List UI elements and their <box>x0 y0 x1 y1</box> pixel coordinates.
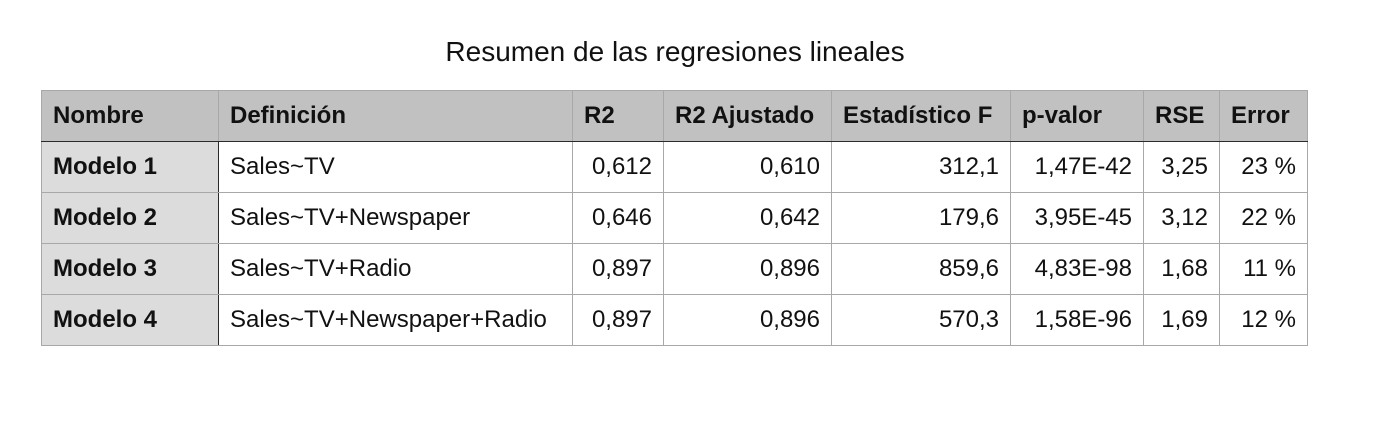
cell-definicion: Sales~TV+Newspaper <box>218 192 573 244</box>
cell-estadistico-f: 859,6 <box>831 243 1011 295</box>
header-row: Nombre Definición R2 R2 Ajustado Estadís… <box>41 90 1308 142</box>
column-header-rse: RSE <box>1143 90 1220 142</box>
cell-rse: 1,69 <box>1143 294 1220 346</box>
column-header-error: Error <box>1219 90 1308 142</box>
column-header-r2-ajustado: R2 Ajustado <box>663 90 832 142</box>
cell-error: 22 % <box>1219 192 1308 244</box>
cell-p-valor: 4,83E-98 <box>1010 243 1144 295</box>
regression-summary-table: Nombre Definición R2 R2 Ajustado Estadís… <box>41 90 1308 346</box>
column-header-estadistico-f: Estadístico F <box>831 90 1011 142</box>
cell-nombre: Modelo 3 <box>41 243 219 295</box>
cell-r2-ajustado: 0,896 <box>663 294 832 346</box>
cell-error: 11 % <box>1219 243 1308 295</box>
cell-definicion: Sales~TV+Newspaper+Radio <box>218 294 573 346</box>
cell-r2-ajustado: 0,610 <box>663 141 832 193</box>
cell-rse: 3,12 <box>1143 192 1220 244</box>
table-row: Modelo 2 Sales~TV+Newspaper 0,646 0,642 … <box>41 192 1308 244</box>
cell-r2: 0,897 <box>572 294 664 346</box>
cell-nombre: Modelo 1 <box>41 141 219 193</box>
column-header-p-valor: p-valor <box>1010 90 1144 142</box>
cell-error: 23 % <box>1219 141 1308 193</box>
cell-rse: 3,25 <box>1143 141 1220 193</box>
table-row: Modelo 4 Sales~TV+Newspaper+Radio 0,897 … <box>41 294 1308 346</box>
cell-estadistico-f: 312,1 <box>831 141 1011 193</box>
cell-error: 12 % <box>1219 294 1308 346</box>
cell-estadistico-f: 179,6 <box>831 192 1011 244</box>
cell-r2-ajustado: 0,896 <box>663 243 832 295</box>
cell-r2-ajustado: 0,642 <box>663 192 832 244</box>
page-title: Resumen de las regresiones lineales <box>445 36 905 67</box>
cell-r2: 0,897 <box>572 243 664 295</box>
column-header-nombre: Nombre <box>41 90 219 142</box>
cell-rse: 1,68 <box>1143 243 1220 295</box>
cell-p-valor: 1,47E-42 <box>1010 141 1144 193</box>
cell-r2: 0,612 <box>572 141 664 193</box>
cell-estadistico-f: 570,3 <box>831 294 1011 346</box>
column-header-r2: R2 <box>572 90 664 142</box>
cell-r2: 0,646 <box>572 192 664 244</box>
column-header-definicion: Definición <box>218 90 573 142</box>
cell-definicion: Sales~TV+Radio <box>218 243 573 295</box>
cell-p-valor: 1,58E-96 <box>1010 294 1144 346</box>
table-row: Modelo 3 Sales~TV+Radio 0,897 0,896 859,… <box>41 243 1308 295</box>
cell-definicion: Sales~TV <box>218 141 573 193</box>
table-row: Modelo 1 Sales~TV 0,612 0,610 312,1 1,47… <box>41 141 1308 193</box>
cell-p-valor: 3,95E-45 <box>1010 192 1144 244</box>
cell-nombre: Modelo 4 <box>41 294 219 346</box>
cell-nombre: Modelo 2 <box>41 192 219 244</box>
